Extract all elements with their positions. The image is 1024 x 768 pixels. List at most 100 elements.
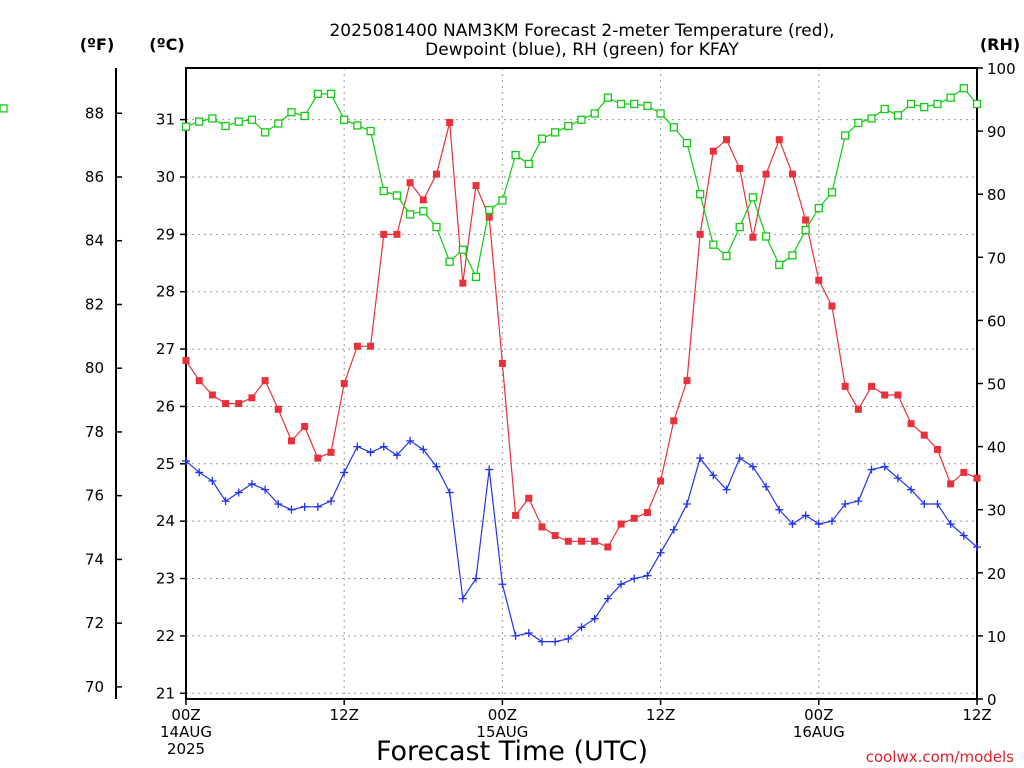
temperature-point xyxy=(432,170,440,178)
dewpoint-point xyxy=(709,471,718,480)
temperature-point xyxy=(261,377,269,385)
dewpoint-point xyxy=(445,488,454,497)
rh-point xyxy=(340,115,349,124)
dewpoint-point xyxy=(762,482,771,491)
fahrenheit-tick-label: 72 xyxy=(85,614,104,632)
temperature-point xyxy=(920,431,928,439)
dewpoint-point xyxy=(907,485,916,494)
dewpoint-point xyxy=(287,505,296,514)
rh-point xyxy=(326,89,336,99)
rh-point xyxy=(313,89,322,99)
x-tick-label: 16AUG xyxy=(793,723,845,741)
dewpoint-point xyxy=(379,442,388,451)
credit-link[interactable]: coolwx.com/models xyxy=(866,748,1014,766)
temperature-point xyxy=(459,279,467,287)
rh-tick-label: 70 xyxy=(987,249,1006,267)
dewpoint-point xyxy=(854,497,863,506)
dewpoint-point xyxy=(788,520,797,529)
dewpoint-point xyxy=(841,499,850,508)
rh-tick-label: 50 xyxy=(987,376,1006,394)
celsius-tick-label: 27 xyxy=(156,340,175,358)
dewpoint-point xyxy=(643,571,652,580)
dewpoint-point xyxy=(261,485,270,494)
fahrenheit-tick-label: 78 xyxy=(85,423,104,441)
fahrenheit-tick-label: 82 xyxy=(85,295,104,313)
temperature-point xyxy=(525,494,533,502)
celsius-tick-label: 28 xyxy=(156,283,175,301)
rh-point xyxy=(656,109,665,118)
dewpoint-point xyxy=(564,634,573,643)
temperature-point xyxy=(670,417,678,425)
rh-point xyxy=(419,207,428,216)
fahrenheit-axis-label: (ºF) xyxy=(80,35,115,54)
dewpoint-point xyxy=(537,637,546,646)
dewpoint-point xyxy=(920,499,929,508)
rh-point xyxy=(537,134,547,143)
dewpoint-point xyxy=(485,465,494,474)
rh-point xyxy=(458,245,468,254)
temperature-point xyxy=(868,382,876,390)
temperature-point xyxy=(841,382,849,390)
temperature-point xyxy=(749,233,757,241)
rh-point xyxy=(485,205,494,215)
rh-point xyxy=(260,128,270,137)
rh-point xyxy=(946,93,955,102)
temperature-point xyxy=(723,136,731,144)
fahrenheit-tick-label: 70 xyxy=(85,678,104,696)
temperature-point xyxy=(301,423,309,431)
temperature-line xyxy=(185,122,978,548)
temperature-point xyxy=(828,302,836,310)
dewpoint-point xyxy=(327,497,336,506)
temperature-point xyxy=(564,537,572,545)
dewpoint-point xyxy=(893,474,902,483)
rh-point xyxy=(788,251,797,260)
dewpoint-point xyxy=(867,465,876,474)
dewpoint-point xyxy=(498,580,507,589)
rh-point xyxy=(379,186,388,196)
x-tick-label: 2025 xyxy=(167,740,205,758)
temperature-point xyxy=(709,147,717,155)
rh-point xyxy=(616,99,626,109)
temperature-point xyxy=(775,136,783,144)
rh-point xyxy=(0,104,8,113)
temperature-point xyxy=(947,480,955,488)
rh-tick-label: 30 xyxy=(987,502,1006,520)
rh-axis-label: (RH) xyxy=(980,35,1020,54)
rh-point xyxy=(300,111,309,121)
celsius-tick-label: 31 xyxy=(156,111,175,129)
rh-point xyxy=(709,240,718,249)
temperature-point xyxy=(380,230,388,238)
grid-lines xyxy=(186,68,977,699)
temperature-point xyxy=(933,445,941,453)
rh-point xyxy=(247,115,257,124)
axes xyxy=(115,67,983,705)
dewpoint-point xyxy=(827,517,836,526)
dewpoint-point xyxy=(814,520,823,529)
temperature-point xyxy=(512,511,520,519)
dewpoint-point xyxy=(748,462,757,471)
x-tick-label: 14AUG xyxy=(160,723,212,741)
temperature-point xyxy=(406,179,414,187)
rh-point xyxy=(405,210,415,219)
x-tick-label: 00Z xyxy=(488,706,517,724)
dewpoint-point xyxy=(234,488,243,497)
fahrenheit-tick-label: 74 xyxy=(85,550,104,568)
rh-point xyxy=(524,159,533,169)
dewpoint-point xyxy=(221,497,230,506)
temperature-point xyxy=(485,213,493,221)
temperature-point xyxy=(683,377,691,385)
temperature-point xyxy=(287,437,295,445)
dewpoint-point xyxy=(973,542,981,551)
dewpoint-point xyxy=(682,499,691,508)
dewpoint-point xyxy=(353,442,362,451)
temperature-point xyxy=(472,182,480,190)
rh-point xyxy=(920,102,929,112)
temperature-point xyxy=(894,391,902,399)
temperature-point xyxy=(248,394,256,402)
temperature-point xyxy=(854,405,862,413)
dewpoint-point xyxy=(511,631,520,640)
rh-point xyxy=(814,203,823,213)
series-layer xyxy=(0,84,982,646)
rh-point xyxy=(761,232,771,241)
temperature-point xyxy=(367,342,375,350)
